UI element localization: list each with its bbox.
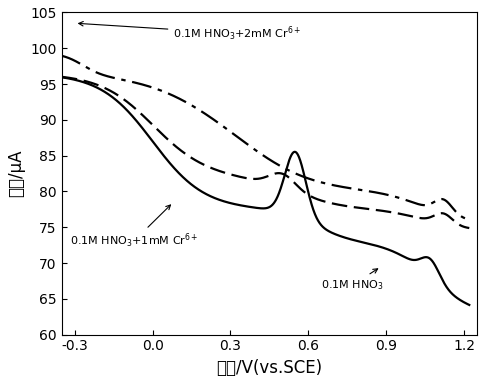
Text: 0.1M HNO$_3$+1mM Cr$^{6+}$: 0.1M HNO$_3$+1mM Cr$^{6+}$: [70, 205, 198, 250]
Y-axis label: 电流/μA: 电流/μA: [7, 150, 25, 197]
X-axis label: 电位/V(vs.SCE): 电位/V(vs.SCE): [216, 359, 322, 377]
Text: 0.1M HNO$_3$: 0.1M HNO$_3$: [321, 269, 384, 292]
Text: 0.1M HNO$_3$+2mM Cr$^{6+}$: 0.1M HNO$_3$+2mM Cr$^{6+}$: [79, 22, 302, 43]
